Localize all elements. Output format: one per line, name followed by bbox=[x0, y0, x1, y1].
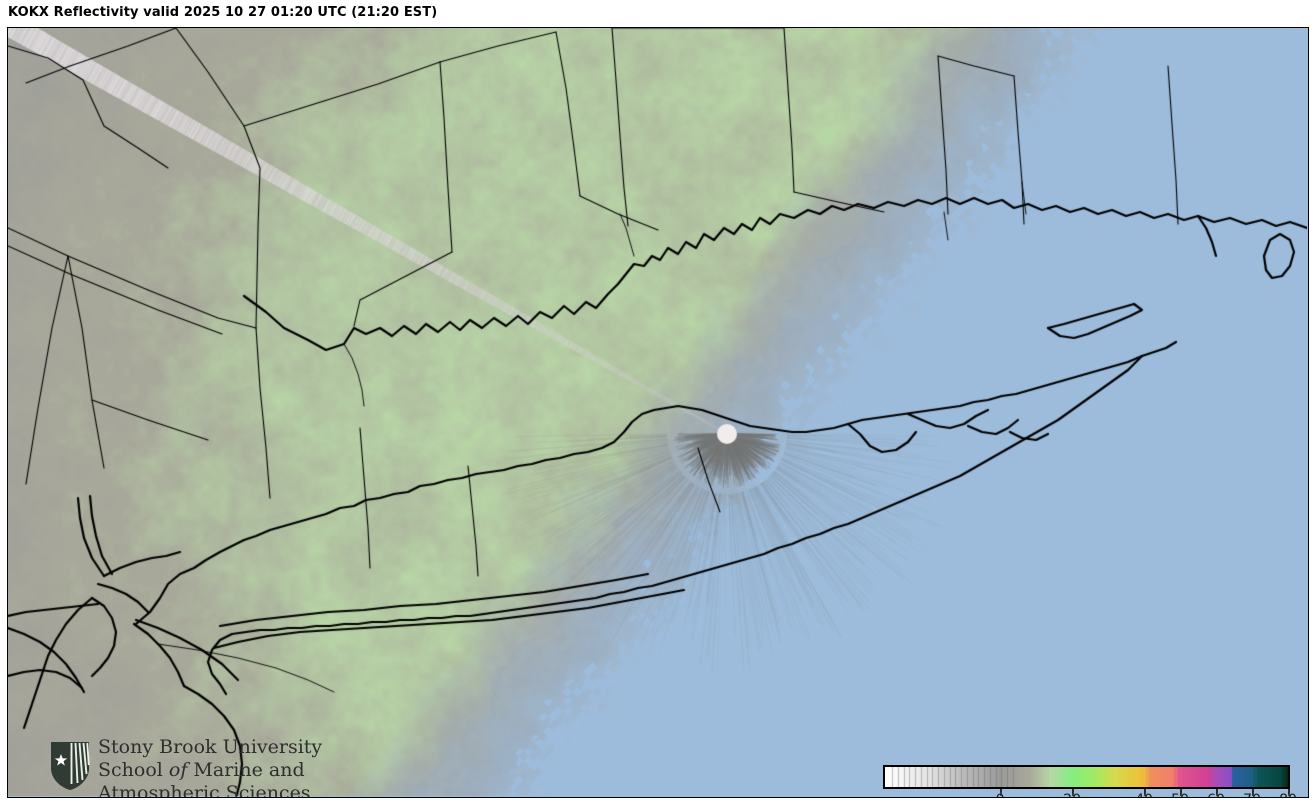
colorbar-tick bbox=[1144, 789, 1146, 796]
colorbar-tick bbox=[1252, 789, 1254, 796]
colorbar-tick-label: 50 bbox=[1171, 792, 1189, 797]
colorbar-ticks bbox=[883, 789, 1290, 797]
radar-canvas-container bbox=[8, 28, 1308, 797]
colorbar-tick-label: 40 bbox=[1135, 792, 1153, 797]
colorbar-tick-label: 80 bbox=[1279, 792, 1297, 797]
colorbar-tick bbox=[1288, 789, 1290, 796]
colorbar-tick bbox=[1000, 789, 1002, 796]
page-title: KOKX Reflectivity valid 2025 10 27 01:20… bbox=[8, 5, 438, 20]
colorbar-gradient bbox=[885, 767, 1288, 787]
colorbar-tick bbox=[1072, 789, 1074, 796]
colorbar-tick-label: 20 bbox=[1063, 792, 1081, 797]
colorbar-tick-label: 60 bbox=[1207, 792, 1225, 797]
radar-plot-frame[interactable]: Stony Brook University School of Marine … bbox=[7, 27, 1309, 798]
colorbar-tick bbox=[1216, 789, 1218, 796]
colorbar-tick-labels: 0 20 40 50 60 70 80 bbox=[863, 792, 1308, 797]
colorbar-tick bbox=[1180, 789, 1182, 796]
radar-reflectivity-canvas bbox=[8, 28, 1307, 796]
colorbar bbox=[883, 765, 1290, 789]
colorbar-tick-label: 70 bbox=[1243, 792, 1261, 797]
colorbar-tick-label: 0 bbox=[996, 792, 1005, 797]
